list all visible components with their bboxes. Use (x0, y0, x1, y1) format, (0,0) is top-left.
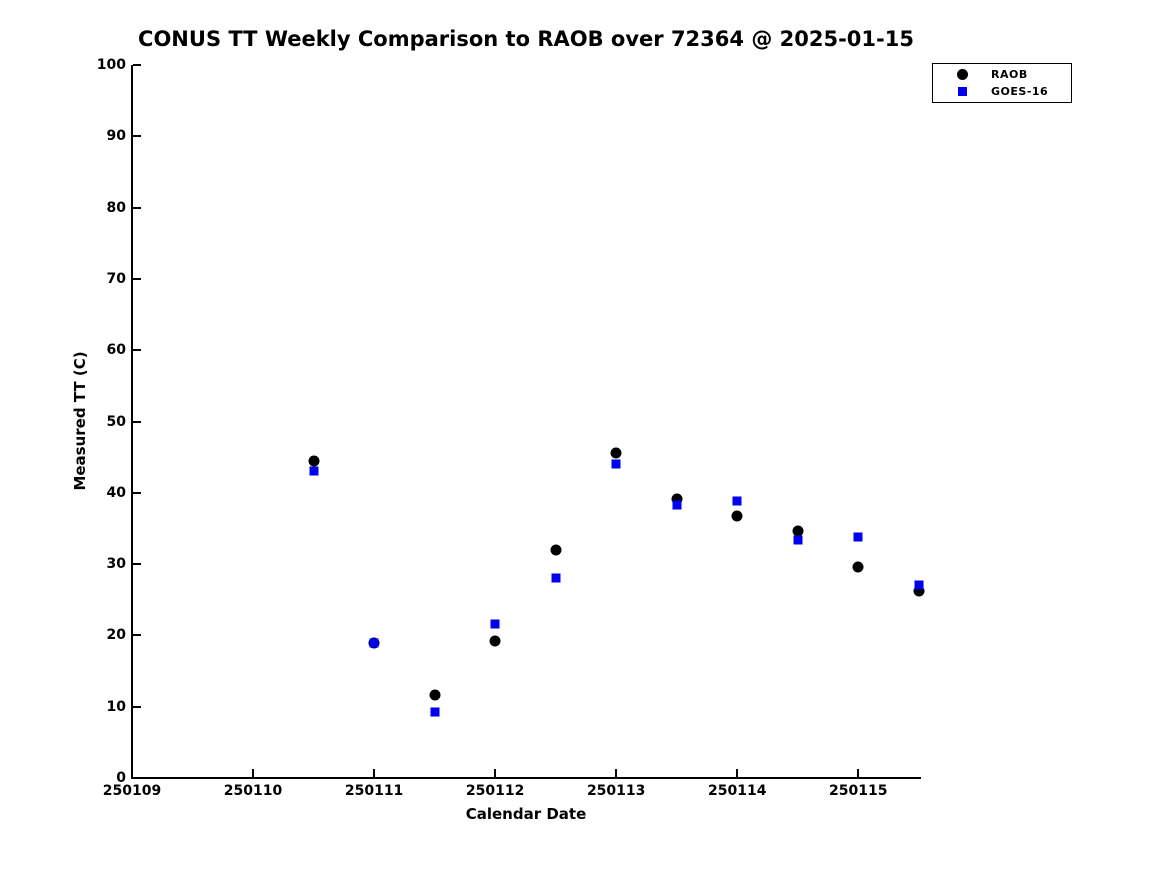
goes-16-point (430, 707, 440, 717)
legend-item-raob: RAOB (933, 67, 1071, 82)
y-tick (133, 420, 141, 423)
legend-label: GOES-16 (991, 85, 1049, 98)
goes-16-point (672, 500, 682, 510)
y-tick (133, 64, 141, 66)
x-tick (252, 769, 255, 777)
y-tick-label: 10 (106, 698, 126, 715)
goes-16-point (732, 496, 742, 506)
goes-16-point (309, 466, 319, 476)
y-tick (133, 277, 141, 280)
y-tick (133, 563, 141, 566)
raob-point (731, 510, 743, 522)
raob-point (308, 455, 320, 467)
raob-point (913, 585, 925, 597)
y-tick (133, 777, 141, 779)
goes-16-point (369, 638, 379, 648)
y-tick (133, 206, 141, 209)
y-tick-label: 40 (106, 484, 126, 501)
y-tick (133, 135, 141, 138)
goes-16-point (611, 459, 621, 469)
y-tick (133, 491, 141, 494)
y-tick-label: 60 (106, 342, 126, 359)
raob-point (610, 447, 622, 459)
x-tick (494, 769, 497, 777)
x-tick-label: 250115 (829, 783, 888, 799)
y-tick-label: 70 (106, 270, 126, 287)
y-tick (133, 349, 141, 352)
raob-point (792, 525, 804, 537)
x-axis-spine (131, 777, 921, 779)
y-tick (133, 705, 141, 708)
x-tick-label: 250114 (707, 783, 767, 799)
y-tick-label: 80 (106, 199, 126, 216)
x-tick (373, 769, 376, 777)
y-tick-label: 30 (106, 556, 126, 573)
x-tick-label: 250109 (102, 783, 162, 799)
x-tick (615, 769, 618, 777)
x-tick (857, 769, 860, 777)
y-axis-spine (131, 65, 133, 779)
legend: RAOB GOES-16 (932, 63, 1072, 103)
y-tick-label: 50 (106, 413, 126, 430)
y-tick-label: 90 (106, 128, 126, 145)
y-tick (133, 634, 141, 637)
raob-point (489, 635, 501, 647)
raob-point (852, 561, 864, 573)
goes-16-point (490, 619, 500, 629)
x-tick (131, 769, 133, 777)
y-tick-label: 0 (116, 770, 126, 786)
goes-16-point (551, 573, 561, 583)
x-axis-label: Calendar Date (465, 805, 587, 823)
raob-point (671, 493, 683, 505)
x-tick-label: 250112 (465, 783, 525, 799)
chart-title: CONUS TT Weekly Comparison to RAOB over … (138, 27, 914, 51)
legend-item-goes-16: GOES-16 (933, 84, 1071, 99)
goes-16-point (853, 532, 863, 542)
x-tick-label: 250110 (223, 783, 283, 799)
raob-point (429, 689, 441, 701)
y-tick-label: 20 (106, 627, 126, 644)
goes-16-square-icon (957, 87, 967, 96)
goes-16-point (914, 580, 924, 590)
raob-circle-icon (956, 69, 968, 80)
x-tick-label: 250111 (344, 783, 404, 799)
y-tick-label: 100 (96, 57, 126, 73)
x-tick (736, 769, 739, 777)
legend-label: RAOB (991, 68, 1028, 81)
raob-point (550, 544, 562, 556)
goes-16-point (793, 535, 803, 545)
x-tick-label: 250113 (586, 783, 646, 799)
